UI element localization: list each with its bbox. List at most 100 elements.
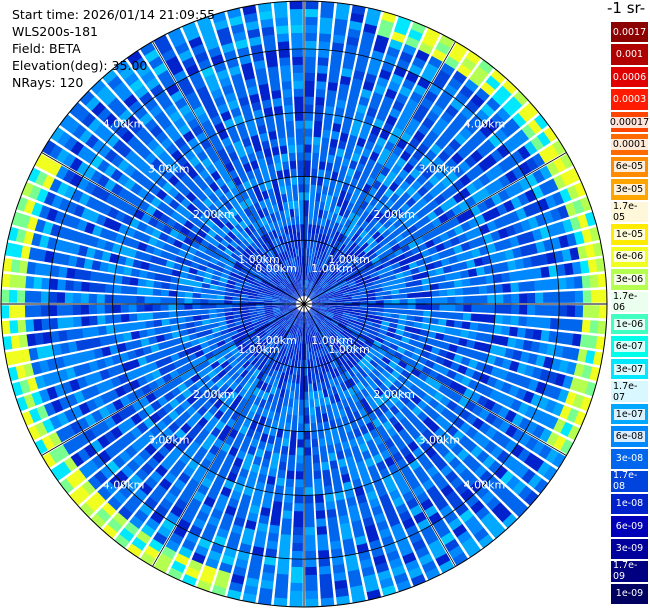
range-gate-cell [391, 356, 401, 365]
range-gate-cell [420, 350, 431, 359]
range-gate-cell [184, 252, 195, 261]
azimuth-line [303, 303, 456, 567]
range-gate-cell [550, 305, 560, 317]
range-gate-cell [118, 352, 130, 363]
range-gate-cell [149, 255, 160, 265]
range-gate-cell [457, 233, 468, 244]
range-gate-cell [169, 465, 182, 478]
range-gate-cell [446, 369, 458, 380]
range-gate-cell [332, 475, 342, 486]
range-gate-cell [304, 375, 308, 385]
range-gate-cell [478, 313, 488, 323]
range-gate-cell [192, 208, 203, 219]
range-gate-cell [432, 235, 443, 246]
range-gate-cell [502, 491, 517, 507]
range-gate-cell [32, 276, 43, 290]
range-gate-cell [142, 345, 153, 356]
range-gate-cell [111, 243, 122, 254]
range-gate-cell [255, 67, 267, 78]
range-gate-cell [194, 349, 205, 359]
range-gate-cell [407, 304, 417, 310]
range-gate-cell [518, 417, 532, 431]
range-gate-cell [289, 283, 296, 292]
range-gate-cell [402, 78, 416, 91]
range-gate-cell [209, 284, 219, 290]
range-gate-cell [459, 421, 472, 435]
range-gate-cell [327, 387, 334, 397]
range-gate-cell [247, 152, 257, 163]
range-gate-cell [239, 268, 249, 275]
range-gate-cell [283, 373, 289, 383]
range-gate-cell [324, 105, 335, 115]
range-gate-cell [301, 351, 304, 361]
range-gate-cell [268, 284, 277, 290]
range-gate-cell [176, 155, 188, 168]
range-gate-cell [152, 351, 163, 361]
range-gate-cell [334, 250, 342, 259]
range-gate-cell [50, 126, 65, 143]
range-gate-cell [344, 380, 352, 390]
range-gate-cell [369, 271, 379, 278]
range-gate-cell [524, 405, 537, 420]
range-gate-cell [286, 324, 292, 332]
range-gate-cell [144, 97, 158, 112]
range-gate-cell [129, 515, 144, 530]
range-gate-cell [273, 344, 280, 353]
range-gate-cell [228, 581, 244, 593]
range-gate-cell [315, 333, 321, 342]
range-gate-cell [332, 350, 339, 360]
range-gate-cell [317, 56, 329, 66]
range-gate-cell [165, 260, 175, 269]
range-gate-cell [349, 266, 358, 274]
range-gate-cell [323, 121, 332, 131]
range-gate-cell [595, 336, 606, 351]
range-gate-cell [346, 496, 357, 507]
range-gate-cell [255, 351, 264, 360]
range-gate-cell [177, 350, 188, 359]
range-gate-cell [298, 415, 304, 425]
range-gate-cell [531, 366, 543, 380]
range-gate-cell [382, 316, 391, 322]
range-gate-cell [277, 421, 285, 431]
range-gate-cell [245, 275, 255, 282]
range-gate-cell [160, 289, 170, 297]
range-gate-cell [232, 421, 242, 432]
range-gate-cell [440, 341, 451, 351]
range-gate-cell [329, 395, 336, 405]
range-gate-cell [185, 279, 195, 287]
range-gate-cell [550, 358, 562, 372]
range-gate-cell [287, 374, 293, 384]
range-gate-cell [324, 314, 333, 321]
range-gate-cell [525, 157, 539, 172]
range-gate-cell [331, 556, 345, 566]
range-gate-cell [366, 158, 376, 169]
range-gate-cell [384, 187, 395, 199]
range-gate-cell [239, 442, 250, 453]
range-gate-cell [319, 297, 328, 301]
range-gate-cell [243, 69, 255, 81]
range-gate-cell [272, 307, 281, 311]
range-gate-cell [117, 187, 130, 200]
range-gate-cell [168, 317, 178, 325]
range-gate-cell [431, 380, 443, 391]
range-gate-cell [343, 149, 353, 160]
range-gate-cell [319, 373, 325, 383]
range-gate-cell [332, 221, 340, 232]
range-gate-cell [364, 193, 374, 204]
range-gate-cell [310, 184, 317, 193]
range-gate-cell [324, 287, 333, 294]
range-gate-cell [330, 238, 337, 248]
range-gate-cell [464, 78, 479, 93]
range-gate-cell [318, 308, 328, 313]
range-gate-cell [176, 297, 185, 304]
range-gate-cell [148, 55, 164, 70]
range-gate-cell [24, 290, 34, 303]
range-gate-cell [454, 312, 464, 321]
field-name: Field: BETA [12, 41, 81, 56]
range-gate-cell [65, 119, 81, 135]
range-gate-cell [239, 333, 249, 340]
range-gate-cell [373, 117, 385, 129]
range-gate-cell [165, 339, 175, 348]
range-gate-cell [51, 343, 62, 357]
range-gate-cell [336, 400, 344, 411]
